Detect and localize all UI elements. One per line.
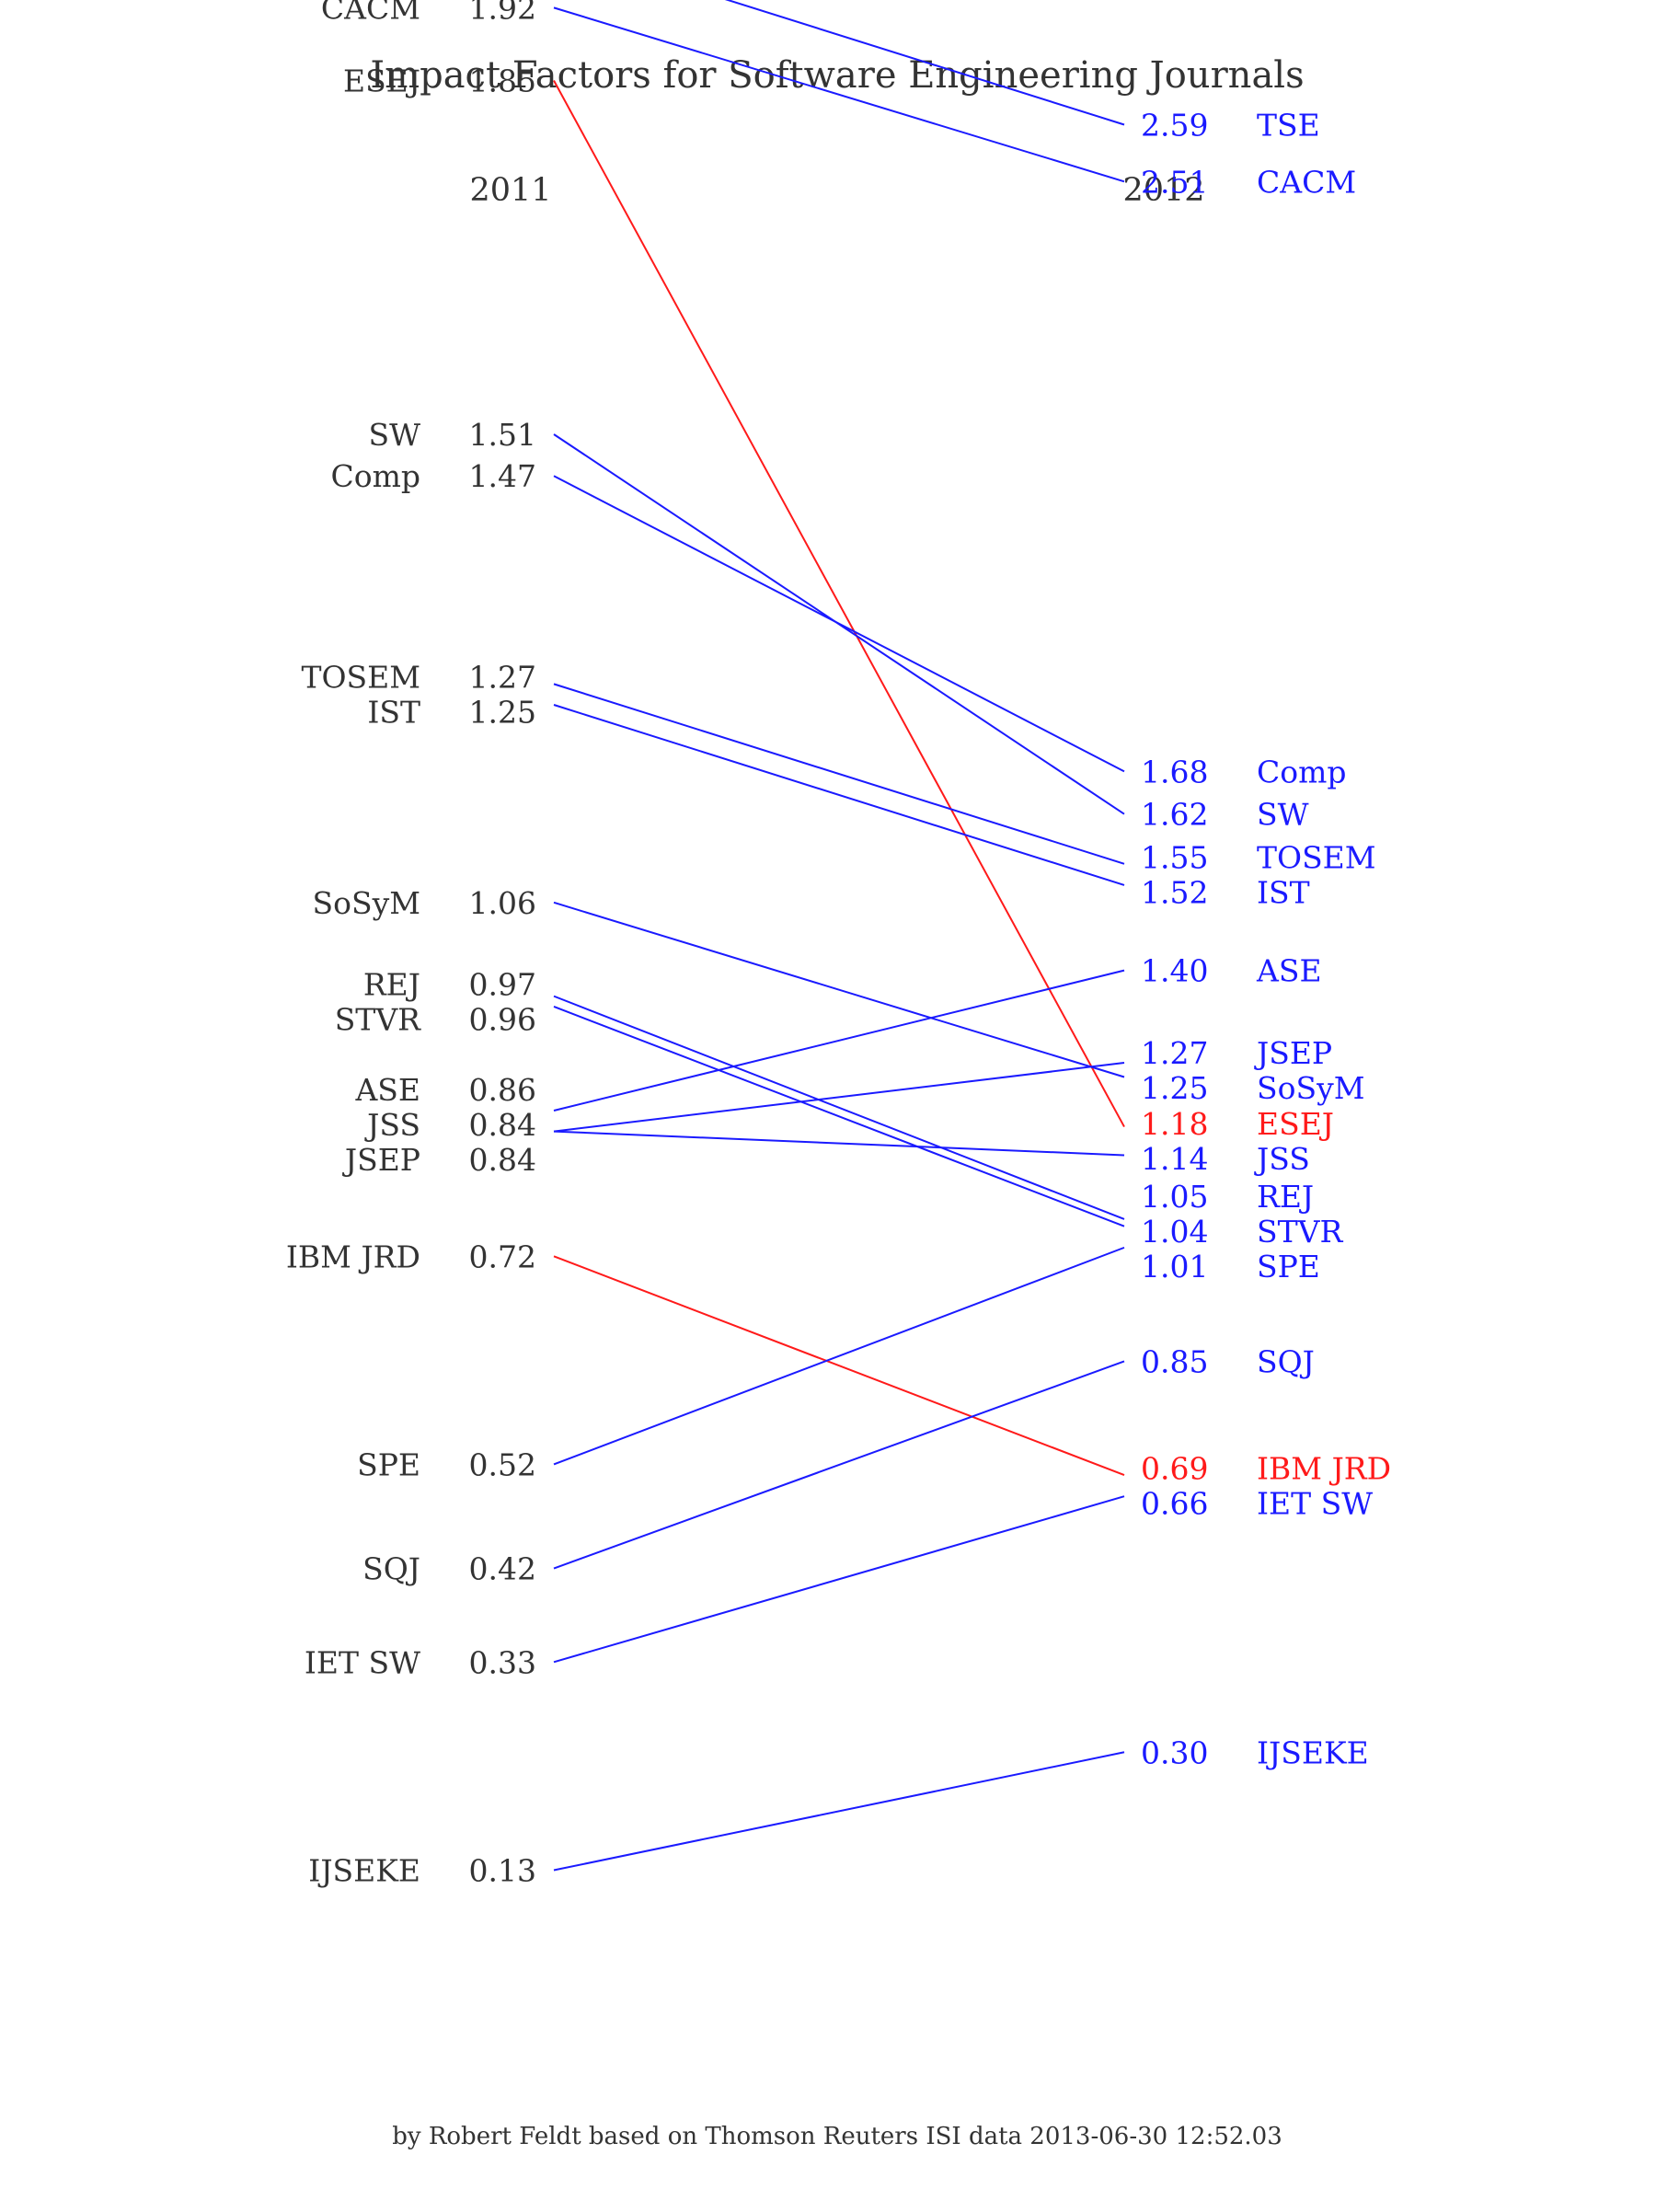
left-name-ase: ASE (354, 1072, 420, 1108)
right-value-ist: 1.52 (1141, 874, 1208, 910)
slope-line-ist (553, 704, 1125, 886)
right-name-sw: SW (1257, 797, 1309, 833)
right-value-sw: 1.62 (1141, 797, 1208, 833)
right-value-ijseke: 0.30 (1141, 1734, 1208, 1770)
left-name-jsep: JSEP (342, 1142, 420, 1178)
right-name-rej: REJ (1257, 1179, 1314, 1215)
left-value-rej: 0.97 (469, 966, 536, 1002)
slope-line-esej (553, 80, 1125, 1128)
right-name-cacm: CACM (1257, 164, 1356, 200)
chart-title: Impact Factors for Software Engineering … (370, 54, 1304, 97)
left-value-spe: 0.52 (469, 1446, 536, 1482)
right-name-esej: ESEJ (1257, 1106, 1334, 1142)
left-name-spe: SPE (357, 1446, 420, 1482)
right-value-sqj: 0.85 (1141, 1343, 1208, 1379)
right-value-comp: 1.68 (1141, 754, 1208, 789)
left-value-sosym: 1.06 (469, 885, 536, 921)
left-value-ibm-jrd: 0.72 (469, 1238, 536, 1274)
right-name-spe: SPE (1257, 1249, 1320, 1285)
slope-line-spe (553, 1246, 1125, 1466)
right-name-tosem: TOSEM (1257, 839, 1376, 875)
right-name-jsep: JSEP (1254, 1035, 1332, 1071)
right-value-spe: 1.01 (1141, 1249, 1208, 1285)
left-name-jss: JSS (364, 1107, 420, 1143)
left-value-sqj: 0.42 (469, 1551, 536, 1587)
slope-line-iet-sw (553, 1495, 1125, 1664)
slope-line-stvr (553, 1005, 1125, 1227)
right-value-esej: 1.18 (1141, 1106, 1208, 1142)
left-value-tosem: 1.27 (469, 660, 536, 696)
slope-line-tse (724, 0, 1125, 126)
left-value-jsep: 0.84 (469, 1142, 536, 1178)
right-value-tse: 2.59 (1141, 107, 1208, 143)
right-value-sosym: 1.25 (1141, 1070, 1208, 1106)
left-value-ijseke: 0.13 (469, 1852, 536, 1888)
right-value-jss: 1.14 (1141, 1141, 1208, 1177)
left-name-comp: Comp (330, 458, 420, 494)
right-name-ist: IST (1257, 874, 1310, 910)
left-value-ase: 0.86 (469, 1072, 536, 1108)
right-name-ase: ASE (1256, 953, 1322, 989)
left-value-cacm: 1.92 (469, 0, 536, 26)
left-name-ibm-jrd: IBM JRD (286, 1238, 420, 1274)
right-name-ijseke: IJSEKE (1257, 1734, 1369, 1770)
right-name-stvr: STVR (1257, 1214, 1343, 1250)
left-name-ijseke: IJSEKE (308, 1852, 420, 1888)
right-value-stvr: 1.04 (1141, 1214, 1208, 1250)
left-name-sw: SW (368, 417, 420, 453)
left-name-cacm: CACM (321, 0, 420, 26)
right-value-tosem: 1.55 (1141, 839, 1208, 875)
right-name-sosym: SoSyM (1257, 1070, 1365, 1106)
left-value-iet-sw: 0.33 (469, 1644, 536, 1680)
slope-line-jss (553, 1130, 1125, 1157)
column-header-2012: 2012 (1122, 172, 1204, 209)
left-name-sqj: SQJ (362, 1551, 420, 1587)
left-value-esej: 1.85 (469, 63, 536, 99)
left-value-jss: 0.84 (469, 1107, 536, 1143)
right-value-ibm-jrd: 0.69 (1141, 1451, 1208, 1487)
right-name-comp: Comp (1257, 754, 1347, 789)
slope-line-jsep (553, 1062, 1125, 1133)
right-value-iet-sw: 0.66 (1141, 1486, 1208, 1522)
right-name-iet-sw: IET SW (1257, 1486, 1373, 1522)
right-name-jss: JSS (1254, 1141, 1310, 1177)
slope-line-ijseke (553, 1751, 1125, 1872)
right-value-cacm: 2.51 (1141, 164, 1208, 200)
chart-footer: by Robert Feldt based on Thomson Reuters… (392, 2123, 1282, 2150)
left-name-stvr: STVR (335, 1001, 421, 1037)
right-name-sqj: SQJ (1257, 1343, 1315, 1379)
left-name-sosym: SoSyM (312, 885, 420, 921)
left-name-rej: REJ (363, 966, 420, 1002)
left-name-tosem: TOSEM (301, 660, 420, 696)
right-name-ibm-jrd: IBM JRD (1257, 1451, 1391, 1487)
left-value-sw: 1.51 (469, 417, 536, 453)
slope-line-comp (553, 475, 1125, 773)
slope-lines (553, 0, 1125, 1872)
slope-line-tosem (553, 683, 1125, 865)
slope-line-ibm-jrd (553, 1255, 1125, 1476)
right-value-rej: 1.05 (1141, 1179, 1208, 1215)
left-value-ist: 1.25 (469, 695, 536, 731)
right-value-ase: 1.40 (1141, 953, 1208, 989)
right-name-tse: TSE (1257, 107, 1320, 143)
right-value-jsep: 1.27 (1141, 1035, 1208, 1071)
left-name-esej: ESEJ (343, 63, 420, 99)
left-name-ist: IST (367, 695, 420, 731)
left-value-stvr: 0.96 (469, 1001, 536, 1037)
slope-line-sqj (553, 1360, 1125, 1570)
left-name-iet-sw: IET SW (305, 1644, 420, 1680)
column-header-2011: 2011 (469, 172, 551, 209)
slope-labels: TSE1.982.59TSECACM1.922.51CACMESEJ1.851.… (286, 0, 1391, 1888)
slope-line-cacm (553, 6, 1125, 183)
slope-line-sosym (553, 901, 1125, 1078)
slope-line-rej (553, 995, 1125, 1220)
left-value-comp: 1.47 (469, 458, 536, 494)
slope-line-ase (553, 969, 1125, 1112)
